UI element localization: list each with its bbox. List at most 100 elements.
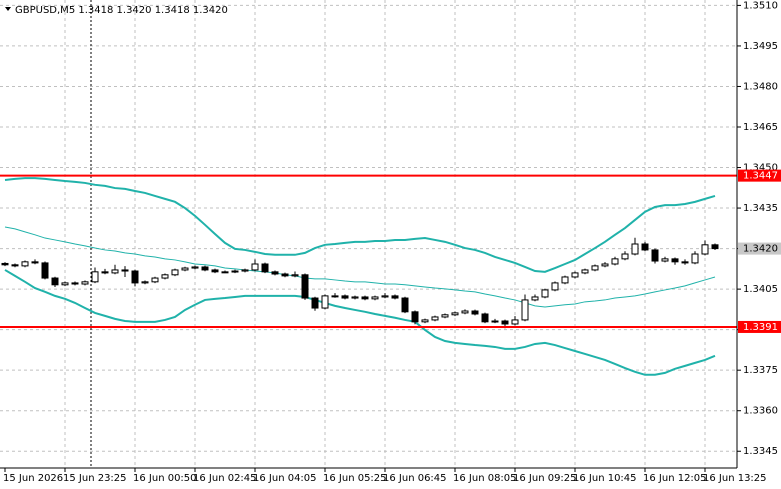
candle-body xyxy=(381,295,389,298)
candle-body xyxy=(131,270,139,284)
candle-body xyxy=(101,271,109,274)
y-tick-label: 1.3480 xyxy=(743,81,778,92)
y-tick-label: 1.3345 xyxy=(743,446,778,457)
x-tick-label: 16 Jun 02:45 xyxy=(193,473,257,484)
candle-body xyxy=(231,270,239,273)
candle-body xyxy=(281,273,289,277)
candle-body xyxy=(31,261,39,264)
candle-body xyxy=(461,310,469,314)
candle-body xyxy=(631,243,639,255)
candle-body xyxy=(401,297,409,313)
candle-body xyxy=(11,264,19,267)
candle-body xyxy=(671,258,679,263)
candle-body xyxy=(121,269,129,272)
candle-body xyxy=(421,319,429,323)
candle-body xyxy=(471,310,479,315)
candle-body xyxy=(211,269,219,273)
x-tick-label: 15 Jun 23:25 xyxy=(63,473,127,484)
candle-body xyxy=(51,277,59,286)
y-tick-label: 1.3510 xyxy=(743,0,778,11)
candle-body xyxy=(661,258,669,262)
y-tick-label: 1.3465 xyxy=(743,122,778,133)
candle-body xyxy=(681,261,689,264)
x-tick-label: 15 Jun 2026 xyxy=(3,473,63,484)
candle-body xyxy=(271,271,279,275)
candle-body xyxy=(361,296,369,300)
candle-body xyxy=(481,313,489,323)
bollinger-band xyxy=(4,226,716,308)
candle-body xyxy=(71,282,79,285)
y-tick-label: 1.3405 xyxy=(743,284,778,295)
candle-body xyxy=(61,282,69,286)
bollinger-band xyxy=(4,269,716,376)
y-tick-label: 1.3495 xyxy=(743,41,778,52)
candle-body xyxy=(201,266,209,271)
candle-body xyxy=(191,266,199,269)
y-tick-label: 1.3450 xyxy=(743,163,778,174)
candle-body xyxy=(261,263,269,273)
candle-body xyxy=(651,249,659,262)
candle-body xyxy=(571,272,579,278)
candle-body xyxy=(1,262,9,266)
price-label-box xyxy=(738,242,781,255)
candle-body xyxy=(221,271,229,274)
x-tick-label: 16 Jun 12:05 xyxy=(643,473,707,484)
candle-body xyxy=(511,319,519,325)
candle-body xyxy=(311,297,319,309)
candle-body xyxy=(331,295,339,298)
x-tick-label: 16 Jun 08:05 xyxy=(453,473,517,484)
candle-body xyxy=(611,258,619,265)
candle-body xyxy=(391,295,399,299)
candle-body xyxy=(171,269,179,276)
bollinger-band xyxy=(4,177,716,273)
candle-body xyxy=(701,244,709,255)
candle-body xyxy=(551,282,559,291)
candle-body xyxy=(451,312,459,316)
menu-arrow xyxy=(5,7,11,11)
x-tick-label: 16 Jun 13:25 xyxy=(703,473,767,484)
candle-body xyxy=(691,253,699,264)
candle-body xyxy=(641,243,649,251)
level-label-box xyxy=(738,320,781,333)
candle-body xyxy=(341,295,349,299)
x-tick-label: 16 Jun 09:25 xyxy=(513,473,577,484)
candle-body xyxy=(241,269,249,272)
level-label: 1.3447 xyxy=(743,171,778,182)
candle-body xyxy=(441,314,449,318)
y-tick-label: 1.3360 xyxy=(743,406,778,417)
y-tick-label: 1.3435 xyxy=(743,203,778,214)
candle-body xyxy=(21,261,29,267)
candle-body xyxy=(591,265,599,271)
candle-body xyxy=(431,316,439,321)
x-tick-label: 16 Jun 05:25 xyxy=(323,473,387,484)
candle-body xyxy=(41,262,49,279)
candle-body xyxy=(491,320,499,323)
x-tick-label: 16 Jun 04:05 xyxy=(253,473,317,484)
y-tick-label: 1.3375 xyxy=(743,365,778,376)
x-tick-label: 16 Jun 10:45 xyxy=(573,473,637,484)
x-tick-label: 16 Jun 06:45 xyxy=(383,473,447,484)
candle-body xyxy=(711,244,719,250)
candle-body xyxy=(291,274,299,277)
candle-body xyxy=(531,296,539,301)
candle-body xyxy=(581,269,589,274)
x-tick-label: 16 Jun 00:50 xyxy=(133,473,197,484)
candle-body xyxy=(621,253,629,260)
candle-body xyxy=(411,311,419,323)
candle-body xyxy=(181,267,189,271)
candle-body xyxy=(251,263,259,271)
candle-body xyxy=(91,271,99,283)
price-label: 1.3420 xyxy=(743,244,778,255)
candle-body xyxy=(541,289,549,298)
candle-body xyxy=(601,263,609,267)
level-label: 1.3391 xyxy=(743,322,778,333)
level-label-box xyxy=(738,169,781,182)
marks-layer xyxy=(0,174,737,376)
candle-body xyxy=(161,274,169,279)
axis-layer: 1.3510 1.3495 1.3480 1.3465 1.3450 1.3435 1.34… xyxy=(3,0,781,484)
candle-body xyxy=(501,320,509,325)
candle-body xyxy=(371,296,379,300)
chart-title: GBPUSD,M5 1.3418 1.3420 1.3418 1.3420 xyxy=(15,5,228,16)
